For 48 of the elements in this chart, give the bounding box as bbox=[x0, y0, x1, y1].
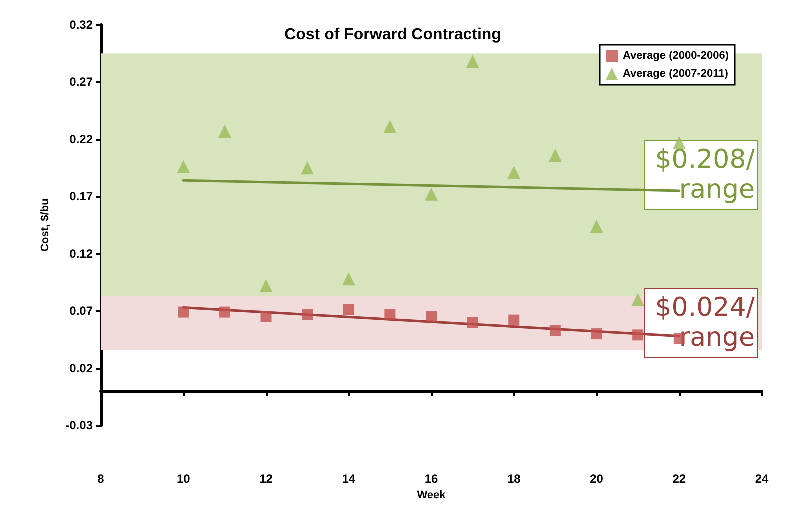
point bbox=[178, 306, 190, 318]
point bbox=[301, 162, 314, 175]
point bbox=[302, 309, 314, 320]
point bbox=[177, 160, 190, 174]
point bbox=[590, 220, 604, 233]
y-tick-label: 0.02 bbox=[70, 361, 94, 376]
point bbox=[466, 55, 480, 68]
point bbox=[426, 311, 437, 322]
x-tick-label: 24 bbox=[755, 472, 769, 486]
point bbox=[467, 317, 478, 328]
point bbox=[425, 188, 438, 201]
x-tick-label: 18 bbox=[507, 472, 522, 486]
y-tick-label: -0.03 bbox=[66, 418, 94, 433]
point bbox=[218, 124, 232, 138]
point bbox=[384, 120, 397, 134]
point bbox=[591, 328, 602, 340]
x-tick-label: 20 bbox=[590, 472, 604, 486]
point bbox=[384, 309, 396, 320]
point bbox=[219, 306, 230, 318]
y-tick-label: 0.22 bbox=[70, 132, 94, 146]
x-tick-label: 10 bbox=[176, 472, 191, 486]
x-tick-label: 12 bbox=[260, 472, 274, 486]
x-tick-label: 22 bbox=[672, 472, 686, 486]
x-tick-label: 8 bbox=[98, 472, 105, 486]
legend-label: Average (2007-2011) bbox=[623, 68, 729, 80]
band-label: $0.024/ range bbox=[655, 293, 756, 354]
point bbox=[260, 311, 272, 322]
y-tick-label: 0.12 bbox=[70, 246, 94, 261]
y-tick-label: 0.07 bbox=[70, 304, 94, 318]
point bbox=[343, 304, 354, 316]
point bbox=[342, 272, 356, 286]
x-axis-title: Week bbox=[417, 490, 447, 502]
point bbox=[632, 330, 644, 341]
point bbox=[548, 148, 562, 162]
point bbox=[632, 293, 645, 306]
x-tick-label: 14 bbox=[342, 472, 356, 486]
y-tick-label: 0.27 bbox=[70, 75, 94, 90]
legend-label: Average (2000-2006) bbox=[623, 50, 730, 62]
point bbox=[508, 314, 520, 326]
y-axis-title: Cost, $/bu bbox=[40, 198, 52, 252]
x-tick-label: 16 bbox=[424, 472, 438, 486]
y-tick-label: 0.32 bbox=[70, 18, 94, 32]
chart-title: Cost of Forward Contracting bbox=[284, 26, 502, 44]
point bbox=[508, 166, 521, 180]
point bbox=[260, 279, 273, 292]
band-label: $0.208/ range bbox=[655, 144, 756, 205]
point bbox=[550, 325, 561, 336]
y-tick-label: 0.17 bbox=[70, 190, 94, 204]
